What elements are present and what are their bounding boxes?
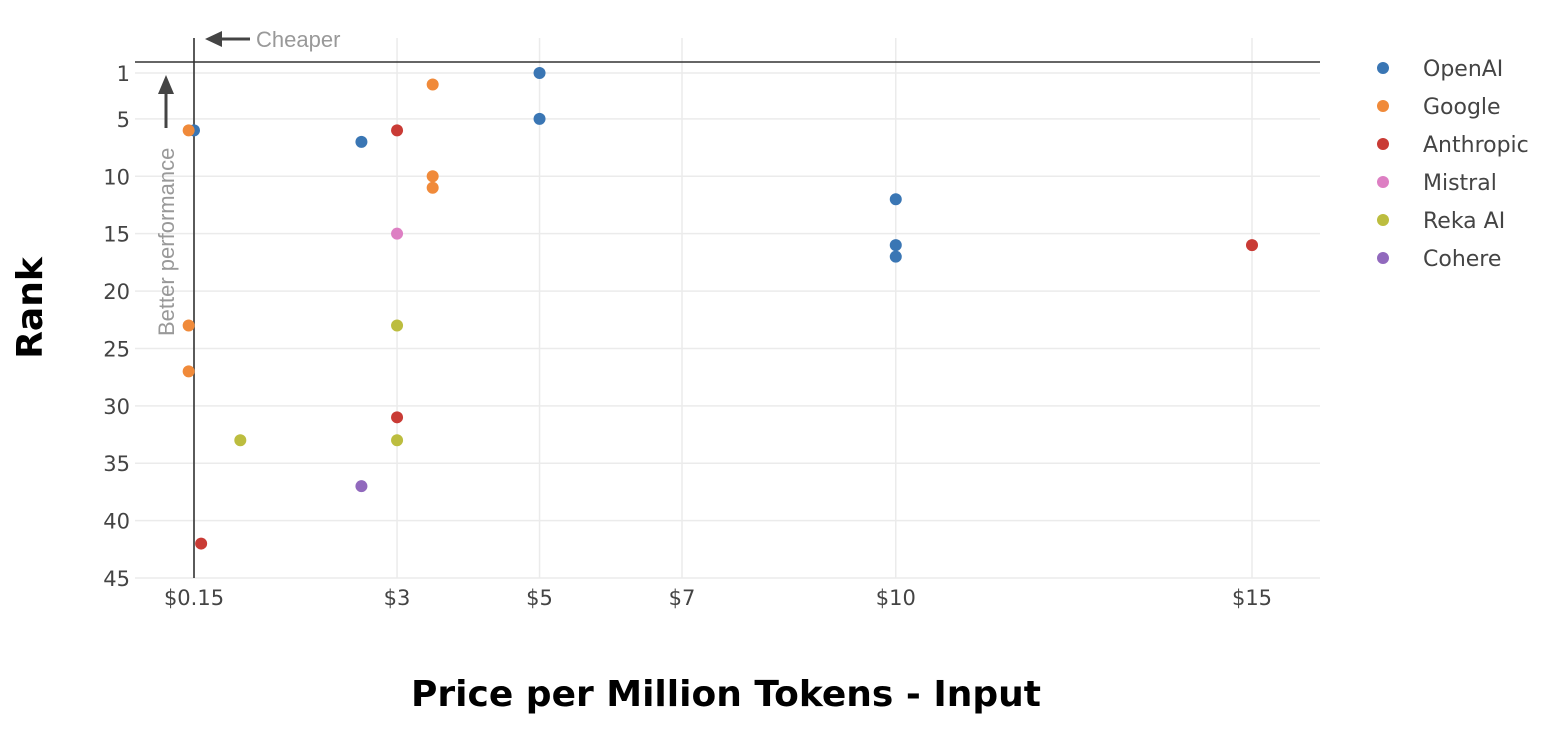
y-tick-label: 25	[103, 337, 130, 361]
better-performance-label: Better performance	[154, 148, 179, 336]
y-tick-label: 40	[103, 510, 130, 534]
legend-label-anthropic: Anthropic	[1423, 133, 1529, 158]
cohere-point	[355, 480, 368, 493]
y-axis-title: Rank	[10, 256, 51, 359]
cheaper-annotation: Cheaper	[205, 27, 340, 52]
y-tick-label: 1	[117, 62, 130, 86]
x-tick-label: $7	[669, 586, 696, 610]
x-tick-label: $3	[384, 586, 411, 610]
x-tick-label: $0.15	[164, 586, 224, 610]
x-tick-label: $15	[1232, 586, 1272, 610]
reka-ai-point	[234, 434, 247, 447]
y-tick-label: 5	[117, 108, 130, 132]
openai-point	[889, 250, 902, 263]
y-tick-label: 35	[103, 452, 130, 476]
anthropic-point	[1246, 239, 1258, 252]
google-point	[182, 124, 195, 137]
openai-point	[889, 193, 902, 206]
legend-marker-openai	[1377, 62, 1389, 74]
y-tick-label: 10	[103, 165, 130, 189]
legend-label-reka-ai: Reka AI	[1423, 209, 1505, 234]
y-tick-label: 30	[103, 395, 130, 419]
google-point	[426, 181, 439, 194]
google-point	[182, 319, 195, 332]
mistral-point	[391, 227, 404, 240]
legend-label-mistral: Mistral	[1423, 171, 1497, 196]
data-points	[182, 67, 1258, 550]
openai-point	[533, 112, 546, 125]
better-performance-annotation: Better performance	[154, 75, 179, 336]
left-arrow-icon	[205, 31, 222, 47]
legend-label-openai: OpenAI	[1423, 57, 1503, 82]
legend-marker-google	[1377, 100, 1389, 112]
legend-marker-anthropic	[1377, 138, 1389, 150]
legend-marker-cohere	[1377, 252, 1389, 264]
google-point	[182, 365, 195, 378]
x-tick-label: $10	[876, 586, 916, 610]
google-point	[426, 170, 439, 183]
google-point	[426, 78, 439, 91]
legend: OpenAI Google Anthropic Mistral Reka AI Coher…	[1377, 57, 1529, 272]
anthropic-point	[195, 537, 208, 550]
legend-marker-reka-ai	[1377, 214, 1389, 226]
openai-point	[533, 67, 546, 79]
reka-ai-point	[391, 434, 404, 447]
legend-label-google: Google	[1423, 95, 1501, 120]
anthropic-point	[391, 124, 404, 137]
cheaper-label: Cheaper	[256, 27, 340, 52]
y-tick-label: 15	[103, 223, 130, 247]
x-axis-title: Price per Million Tokens - Input	[411, 674, 1041, 715]
openai-point	[355, 135, 368, 148]
legend-label-cohere: Cohere	[1423, 247, 1501, 272]
legend-marker-mistral	[1377, 176, 1389, 188]
x-tick-label: $5	[526, 586, 553, 610]
anthropic-point	[391, 411, 404, 424]
up-arrow-icon	[158, 75, 174, 94]
y-tick-label: 45	[103, 567, 130, 591]
reka-ai-point	[391, 319, 404, 332]
openai-point	[889, 239, 902, 252]
y-gridlines	[135, 72, 1320, 579]
x-tick-labels: $0.15 $3 $5 $7 $10 $15	[164, 586, 1272, 610]
y-tick-label: 20	[103, 280, 130, 304]
